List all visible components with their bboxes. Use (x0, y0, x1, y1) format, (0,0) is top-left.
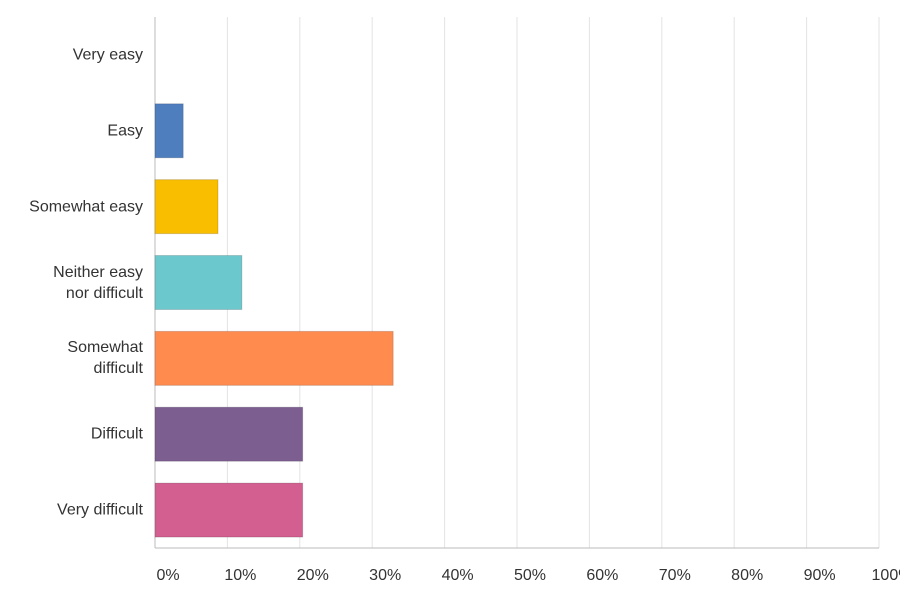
x-tick-label: 20% (297, 567, 329, 584)
x-tick-label: 50% (514, 567, 546, 584)
x-tick-label: 0% (156, 567, 179, 584)
x-tick-label: 80% (731, 567, 763, 584)
y-tick-label: Easy (107, 122, 143, 140)
x-tick-label: 100% (872, 567, 900, 584)
y-tick-label: Somewhat difficult (67, 339, 143, 378)
bar (154, 179, 219, 235)
bar (154, 255, 243, 310)
x-tick-label: 90% (804, 567, 836, 584)
y-tick-label: Neither easy nor difficult (53, 263, 143, 302)
y-tick-label: Very easy (72, 46, 143, 64)
x-tick-label: 70% (659, 567, 691, 584)
x-tick-label: 10% (224, 567, 256, 584)
bar (154, 103, 184, 159)
bar (154, 406, 304, 462)
y-tick-label: Very difficult (57, 501, 143, 519)
x-tick-label: 30% (369, 567, 401, 584)
bar (154, 482, 304, 538)
y-tick-label: Difficult (90, 425, 143, 443)
bar (154, 330, 394, 386)
y-tick-label: Somewhat easy (29, 198, 143, 216)
x-tick-label: 40% (442, 567, 474, 584)
x-tick-label: 60% (586, 567, 618, 584)
